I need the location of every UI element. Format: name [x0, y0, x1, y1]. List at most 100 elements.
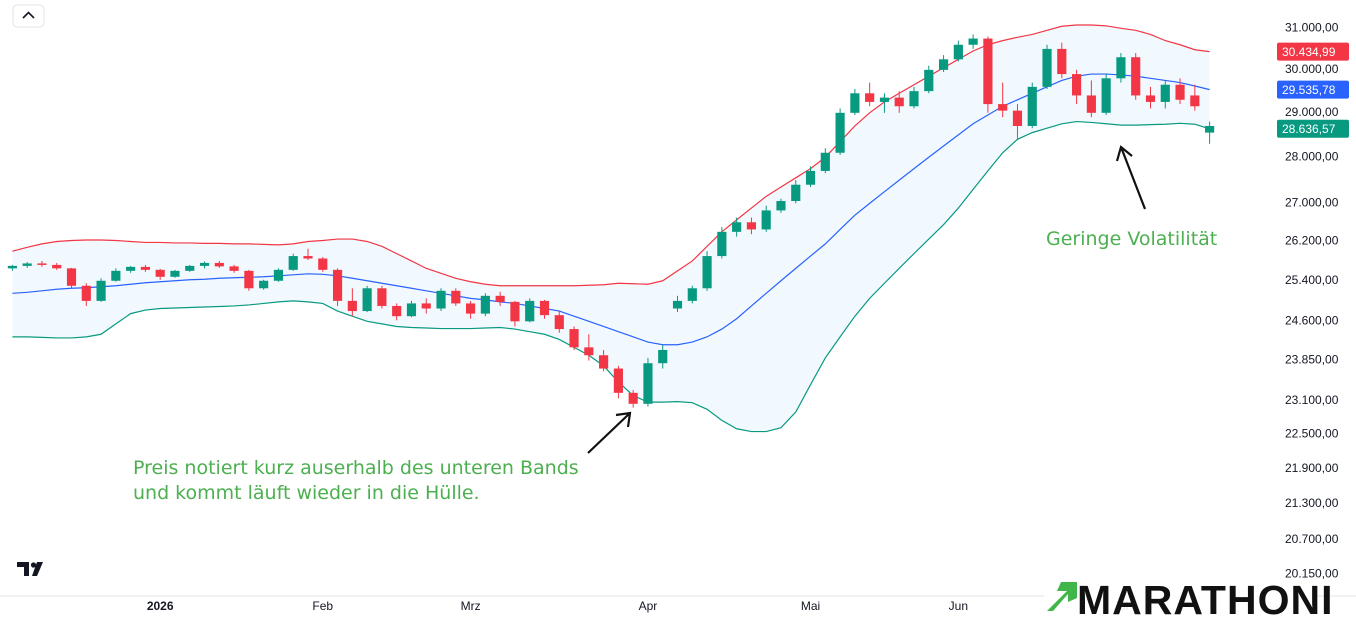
arrow: [587, 411, 632, 454]
candle-body: [746, 222, 756, 230]
candle-body: [288, 256, 298, 270]
price-tag-label: 30.434,99: [1282, 45, 1336, 59]
candle-body: [879, 97, 890, 102]
arrow: [1115, 145, 1147, 210]
candle-body: [199, 262, 210, 266]
candle-body: [273, 269, 284, 281]
candle-body: [1027, 86, 1037, 126]
candle-body: [672, 300, 683, 309]
y-tick-label: 20.150,00: [1285, 566, 1339, 580]
candle-body: [1145, 95, 1156, 102]
candle-body: [421, 303, 431, 309]
candle-body: [998, 104, 1008, 111]
x-tick-label: Jun: [949, 599, 968, 613]
price-tag-label: 29.535,78: [1282, 83, 1336, 97]
price-tag: [1277, 119, 1349, 138]
annotation: und kommt läuft wieder in die Hülle.: [133, 482, 480, 504]
candle-body: [96, 280, 106, 301]
collapse-button[interactable]: [12, 4, 45, 28]
candle-body: [569, 329, 579, 348]
candle-body: [362, 288, 372, 312]
candle-body: [66, 268, 77, 286]
band-line: [12, 120, 1210, 433]
price-tag: [1277, 80, 1349, 99]
annotation: Geringe Volatilität: [1046, 228, 1217, 250]
candle-body: [377, 288, 387, 306]
candle-body: [451, 290, 461, 304]
x-tick-label: Mai: [801, 599, 820, 613]
candle-body: [554, 315, 564, 330]
y-tick-label: 23.100,00: [1285, 393, 1339, 407]
candle-body: [776, 201, 786, 211]
candle-body: [983, 38, 993, 105]
y-tick-label: 31.000,00: [1285, 20, 1339, 34]
y-tick-label: 28.000,00: [1285, 149, 1339, 163]
y-tick-label: 23.850,00: [1285, 353, 1339, 367]
plot-area: [7, 24, 1215, 433]
candle-body: [1042, 48, 1052, 87]
candle-body: [318, 258, 328, 270]
candle-body: [820, 152, 830, 171]
candle-body: [584, 347, 594, 356]
candle-body: [1205, 125, 1215, 133]
candle-body: [52, 264, 62, 269]
brand-logo: MARATHONI: [1044, 577, 1333, 626]
logo-text: MARATHONI: [1077, 577, 1333, 623]
candle-body: [894, 97, 904, 107]
x-axis: 2026FebMrzAprMaiJunJul: [147, 599, 1129, 613]
candle-body: [510, 301, 520, 322]
candle-body: [1131, 57, 1141, 96]
candle-body: [140, 266, 150, 270]
candle-body: [1086, 95, 1096, 113]
candle-body: [687, 288, 697, 301]
y-tick-label: 26.200,00: [1285, 234, 1339, 248]
candle-body: [347, 300, 357, 312]
y-tick-label: 29.000,00: [1285, 105, 1339, 119]
candle-body: [850, 93, 860, 113]
candle-body: [81, 285, 91, 301]
candle-body: [126, 266, 136, 271]
y-tick-label: 25.400,00: [1285, 273, 1339, 287]
candle-body: [702, 256, 712, 289]
band-line: [12, 24, 1210, 287]
candle-body: [22, 263, 32, 266]
candle-body: [909, 91, 919, 107]
candle-body: [1072, 74, 1082, 96]
y-tick-label: 30.000,00: [1285, 62, 1339, 76]
candle-body: [406, 303, 417, 317]
x-tick-label: Feb: [312, 599, 333, 613]
candle-body: [643, 363, 653, 404]
candle-body: [525, 300, 535, 322]
candle-body: [392, 305, 402, 317]
candle-body: [436, 290, 446, 309]
x-tick-label: Mrz: [461, 599, 481, 613]
y-tick-label: 20.700,00: [1285, 532, 1339, 546]
y-tick-label: 21.300,00: [1285, 496, 1339, 510]
candle-body: [1160, 84, 1170, 102]
x-tick-label: Apr: [639, 599, 658, 613]
candle-body: [924, 69, 934, 92]
candle-body: [7, 265, 17, 269]
candle-body: [1101, 78, 1111, 113]
price-tag-label: 28.636,57: [1282, 122, 1336, 136]
candle-body: [466, 303, 476, 314]
band-line: [12, 73, 1210, 346]
y-tick-label: 21.900,00: [1285, 461, 1339, 475]
candle-body: [170, 270, 180, 277]
candle-body: [968, 38, 978, 45]
price-tag: [1277, 42, 1349, 61]
y-tick-label: 27.000,00: [1285, 196, 1339, 210]
candle-body: [599, 355, 609, 369]
candle-body: [111, 270, 121, 281]
candle-body: [717, 231, 727, 257]
y-tick-label: 22.500,00: [1285, 427, 1339, 441]
candle-body: [495, 295, 505, 302]
candle-body: [539, 300, 550, 316]
candle-body: [303, 256, 313, 259]
x-tick-label: 2026: [147, 599, 174, 613]
band-fill: [12, 25, 1210, 432]
annotation: Preis notiert kurz auserhalb des unteren…: [133, 457, 579, 479]
candle-body: [805, 170, 816, 185]
candle-body: [761, 210, 771, 230]
